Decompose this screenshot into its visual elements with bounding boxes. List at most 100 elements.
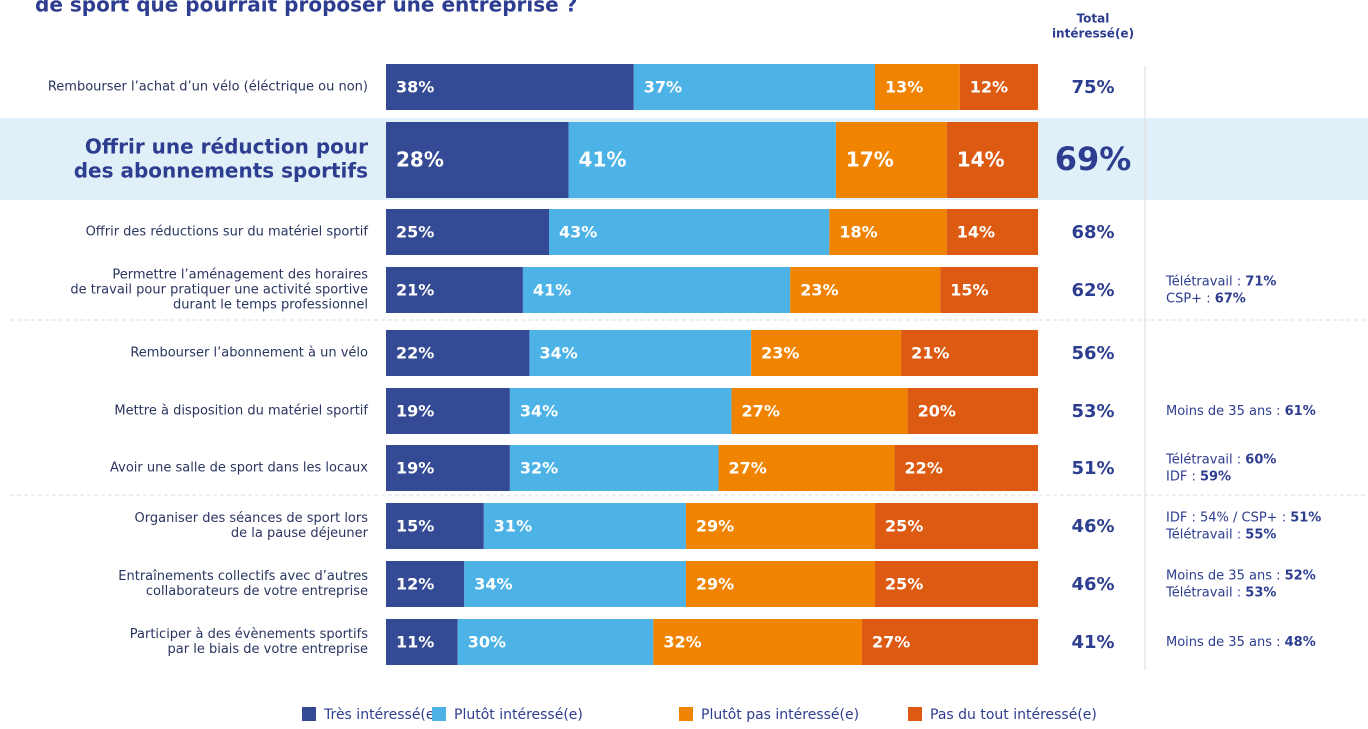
bar-segment xyxy=(483,503,686,549)
note: Moins de 35 ans : 52% xyxy=(1166,568,1316,583)
note-value: 53% xyxy=(1245,585,1276,600)
legend-label: Pas du tout intéressé(e) xyxy=(930,707,1097,723)
bar-segment xyxy=(386,388,510,434)
bar-segment xyxy=(894,445,1038,491)
data-label: 38% xyxy=(396,78,434,97)
data-label: 14% xyxy=(957,223,995,242)
bar-segment xyxy=(386,503,484,549)
bar-segment xyxy=(653,619,862,665)
legend-swatch xyxy=(432,707,446,721)
legend-swatch xyxy=(302,707,316,721)
data-label: 21% xyxy=(396,281,434,300)
data-label: 34% xyxy=(474,575,512,594)
legend-label: Plutôt pas intéressé(e) xyxy=(701,707,859,723)
bar-segment xyxy=(386,561,465,607)
data-label: 23% xyxy=(761,344,799,363)
data-label: 37% xyxy=(644,78,682,97)
bar-segment xyxy=(875,503,1038,549)
bar-segment xyxy=(464,561,686,607)
category-label: Mettre à disposition du matériel sportif xyxy=(114,404,368,419)
data-label: 32% xyxy=(663,633,701,652)
category-label: Offrir des réductions sur du matériel sp… xyxy=(86,225,369,240)
bar-segment xyxy=(386,64,634,110)
bar-segment xyxy=(529,330,752,376)
total-label: 46% xyxy=(1071,516,1114,537)
data-label: 34% xyxy=(539,344,577,363)
data-label: 41% xyxy=(533,281,571,300)
bar-segment xyxy=(751,330,902,376)
data-label: 12% xyxy=(970,78,1008,97)
bar-segment xyxy=(522,267,791,313)
data-label: 19% xyxy=(396,459,434,478)
total-header: Total xyxy=(1077,12,1110,26)
data-label: 27% xyxy=(872,633,910,652)
total-header: intéressé(e) xyxy=(1052,27,1134,41)
data-label: 14% xyxy=(957,148,1005,172)
bar-segment xyxy=(861,619,1038,665)
data-label: 28% xyxy=(396,148,444,172)
note-text: Télétravail : xyxy=(1165,585,1245,600)
note-value: 60% xyxy=(1245,452,1276,467)
legend-swatch xyxy=(908,707,922,721)
bar-segment xyxy=(946,209,1038,255)
category-label: Permettre l’aménagement des horaires xyxy=(112,268,368,283)
data-label: 22% xyxy=(396,344,434,363)
note-value: 52% xyxy=(1285,568,1316,583)
bar-segment xyxy=(386,330,530,376)
bar-segment xyxy=(959,64,1038,110)
note: Moins de 35 ans : 48% xyxy=(1166,635,1316,650)
data-label: 30% xyxy=(468,633,506,652)
bar-segment xyxy=(509,388,732,434)
bar-segment xyxy=(835,122,947,198)
bar-segment xyxy=(790,267,941,313)
note: CSP+ : 67% xyxy=(1166,291,1246,306)
bar-segment xyxy=(907,388,1038,434)
total-label: 62% xyxy=(1071,280,1114,301)
note: Télétravail : 55% xyxy=(1165,527,1276,542)
total-label: 68% xyxy=(1071,222,1114,243)
data-label: 27% xyxy=(729,459,767,478)
bar-segment xyxy=(549,209,830,255)
note-value: 59% xyxy=(1200,469,1231,484)
bar-segment xyxy=(386,122,569,198)
total-label: 53% xyxy=(1071,401,1114,422)
category-label: de la pause déjeuner xyxy=(231,526,369,541)
data-label: 15% xyxy=(950,281,988,300)
note-text: Moins de 35 ans : xyxy=(1166,568,1285,583)
note-value: 48% xyxy=(1285,635,1316,650)
note-text: Télétravail : xyxy=(1165,527,1245,542)
note-value: 71% xyxy=(1245,274,1276,289)
bar-segment xyxy=(685,561,875,607)
note-text: Télétravail : xyxy=(1165,274,1245,289)
bar-segment xyxy=(946,122,1038,198)
bar-segment xyxy=(386,619,458,665)
data-label: 22% xyxy=(905,459,943,478)
bar-segment xyxy=(829,209,947,255)
note-text: CSP+ : xyxy=(1166,291,1215,306)
data-label: 29% xyxy=(696,517,734,536)
note-value: 67% xyxy=(1215,291,1246,306)
category-label: durant le temps professionnel xyxy=(173,298,368,313)
note-text: Télétravail : xyxy=(1165,452,1245,467)
data-label: 43% xyxy=(559,223,597,242)
note: Moins de 35 ans : 61% xyxy=(1166,404,1316,419)
note: Télétravail : 53% xyxy=(1165,585,1276,600)
category-label: Participer à des évènements sportifs xyxy=(130,627,368,642)
data-label: 19% xyxy=(396,402,434,421)
category-label: Entraînements collectifs avec d’autres xyxy=(118,569,368,584)
data-label: 23% xyxy=(800,281,838,300)
data-label: 12% xyxy=(396,575,434,594)
note: Télétravail : 71% xyxy=(1165,274,1276,289)
note-text: IDF : 54% / CSP+ : xyxy=(1166,510,1290,525)
category-label: Offrir une réduction pour xyxy=(85,135,368,159)
legend-label: Plutôt intéressé(e) xyxy=(454,707,583,723)
data-label: 25% xyxy=(396,223,434,242)
data-label: 20% xyxy=(918,402,956,421)
category-label: des abonnements sportifs xyxy=(74,159,368,183)
category-label: de travail pour pratiquer une activité s… xyxy=(70,283,368,298)
data-label: 41% xyxy=(579,148,627,172)
bar-segment xyxy=(731,388,908,434)
bar-segment xyxy=(633,64,875,110)
data-label: 29% xyxy=(696,575,734,594)
bar-segment xyxy=(386,445,510,491)
